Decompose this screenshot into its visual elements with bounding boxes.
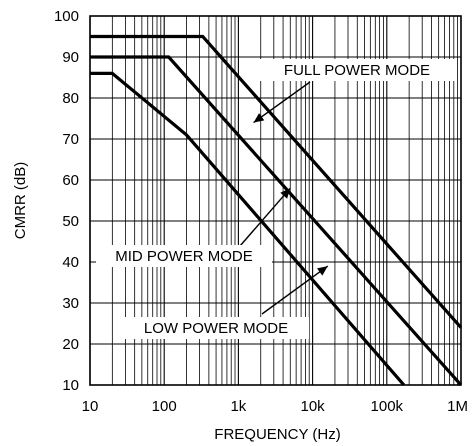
annotation-label: FULL POWER MODE: [284, 62, 430, 79]
annotation-arrowhead: [317, 266, 328, 276]
annotation-label: LOW POWER MODE: [144, 320, 288, 337]
y-tick-label: 20: [62, 336, 79, 353]
x-tick-label: 10: [82, 398, 99, 415]
series-line-full-power-mode: [90, 34, 463, 329]
x-tick-label: 100: [152, 398, 177, 415]
annotation-label-bg: [259, 59, 455, 81]
y-tick-label: 60: [62, 172, 79, 189]
y-axis-label: CMRR (dB): [12, 162, 29, 240]
x-tick-label: 1k: [230, 398, 246, 415]
annotation-arrowhead: [280, 188, 291, 199]
y-tick-label: 30: [62, 295, 79, 312]
plot-frame: [89, 15, 462, 386]
x-axis-label: FREQUENCY (Hz): [214, 426, 340, 443]
y-tick-label: 100: [54, 8, 79, 25]
tick-labels: 10 100 1k 10k 100k 1M 10 20 30 40 50 60 70 80 90 100: [54, 8, 468, 415]
annotation-label-bg: [123, 317, 309, 339]
y-tick-label: 40: [62, 254, 79, 271]
x-tick-label: 100k: [371, 398, 404, 415]
annotations: FULL POWER MODE MID POWER MODE LOW POWER M…: [96, 59, 455, 339]
x-tick-label: 1M: [447, 398, 468, 415]
series-line-low-power-mode: [90, 71, 406, 387]
y-tick-label: 90: [62, 49, 79, 66]
y-tick-label: 80: [62, 90, 79, 107]
annotation-label-bg: [96, 245, 272, 267]
annotation-arrow-line: [253, 81, 311, 124]
y-tick-label: 10: [62, 377, 79, 394]
annotation-label: MID POWER MODE: [115, 248, 253, 265]
series-layer: [90, 34, 463, 387]
x-tick-label: 10k: [301, 398, 326, 415]
series-line-mid-power-mode: [90, 55, 463, 387]
annotation-arrow-line: [261, 265, 329, 315]
annotation-arrow-line: [239, 187, 291, 247]
y-tick-label: 70: [62, 131, 79, 148]
y-tick-label: 50: [62, 213, 79, 230]
annotation-arrowhead: [253, 113, 265, 123]
